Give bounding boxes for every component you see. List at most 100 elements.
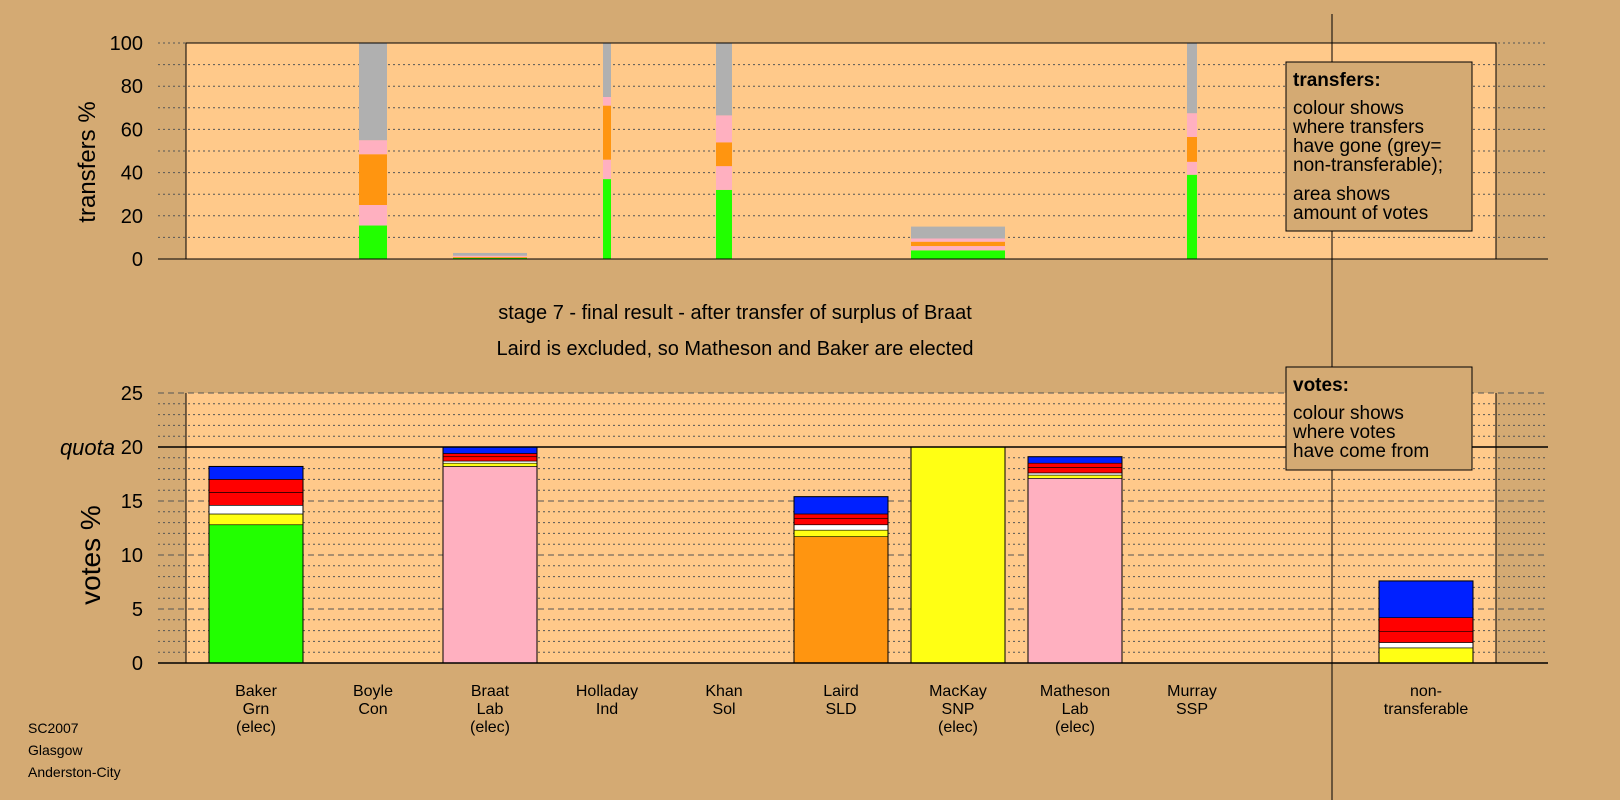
votes-bar-segment bbox=[442, 466, 538, 664]
votes-x-tick-label: SNP bbox=[942, 701, 975, 718]
transfers-bar bbox=[453, 252, 527, 259]
votes-bar-segment bbox=[1027, 478, 1123, 664]
votes-legend-line: have come from bbox=[1293, 441, 1429, 462]
votes-bar-segment bbox=[208, 466, 304, 480]
votes-x-tick-label: Sol bbox=[712, 701, 735, 718]
votes-y-axis-label: votes % bbox=[75, 505, 106, 605]
votes-bar bbox=[910, 446, 1006, 664]
votes-x-tick-label: Ind bbox=[596, 701, 618, 718]
transfers-bar-segment bbox=[603, 179, 611, 259]
votes-bar-segment bbox=[793, 524, 889, 531]
votes-bar-segment bbox=[208, 505, 304, 515]
votes-bar-segment bbox=[793, 536, 889, 664]
votes-x-tick-label: Matheson bbox=[1040, 683, 1110, 700]
transfers-bar bbox=[359, 43, 387, 259]
votes-x-tick-label: (elec) bbox=[1055, 719, 1095, 736]
transfers-y-tick-label: 40 bbox=[121, 163, 143, 185]
transfers-bar-segment bbox=[716, 115, 732, 143]
transfers-bar bbox=[911, 226, 1005, 259]
votes-bar bbox=[442, 446, 538, 664]
transfers-bar-segment bbox=[1187, 161, 1197, 175]
transfers-legend-line: area shows bbox=[1293, 184, 1390, 205]
votes-y-tick-label: 10 bbox=[121, 545, 143, 567]
votes-bar-segment bbox=[1027, 456, 1123, 464]
votes-x-tick-label: SLD bbox=[825, 701, 856, 718]
votes-bar-segment bbox=[208, 492, 304, 506]
footer-election: SC2007 bbox=[28, 720, 79, 736]
transfers-bar-segment bbox=[716, 189, 732, 259]
transfers-bar-segment bbox=[716, 142, 732, 167]
votes-legend-title: votes: bbox=[1293, 375, 1349, 396]
transfers-bar-segment bbox=[453, 257, 527, 259]
votes-bar-segment bbox=[793, 513, 889, 519]
votes-bar bbox=[1027, 456, 1123, 664]
votes-bar bbox=[208, 465, 304, 664]
votes-bar-segment bbox=[1378, 647, 1474, 664]
footer: SC2007 Glasgow Anderston-City bbox=[28, 720, 121, 780]
stage-result: Laird is excluded, so Matheson and Baker… bbox=[497, 338, 974, 360]
transfers-bar-segment bbox=[911, 250, 1005, 259]
votes-y-tick-label: 15 bbox=[121, 491, 143, 513]
votes-bar-segment bbox=[1378, 642, 1474, 649]
votes-bar-segment bbox=[442, 453, 538, 458]
stage-title: stage 7 - final result - after transfer … bbox=[498, 302, 972, 324]
transfers-bar-segment bbox=[603, 43, 611, 97]
votes-bar-segment bbox=[1378, 580, 1474, 618]
transfers-legend-line: where transfers bbox=[1292, 117, 1424, 138]
votes-bar-segment bbox=[1378, 617, 1474, 632]
votes-x-tick-label: non- bbox=[1410, 683, 1442, 700]
votes-y-tick-label: 25 bbox=[121, 383, 143, 405]
transfers-legend-box bbox=[1285, 61, 1473, 232]
votes-x-tick-label: Khan bbox=[705, 683, 742, 700]
votes-y-tick-label: 20 bbox=[121, 437, 143, 459]
votes-bar-segment bbox=[208, 524, 304, 664]
votes-x-tick-label: Laird bbox=[823, 683, 859, 700]
votes-y-tick-label: 0 bbox=[132, 653, 143, 675]
votes-x-tick-label: MacKay bbox=[929, 683, 987, 700]
transfers-bar-segment bbox=[911, 241, 1005, 247]
votes-x-tick-label: transferable bbox=[1384, 701, 1469, 718]
transfers-plot-border bbox=[185, 42, 1497, 260]
votes-bar-segment bbox=[442, 462, 538, 467]
votes-x-tick-label: Grn bbox=[243, 701, 270, 718]
votes-x-tick-label: (elec) bbox=[470, 719, 510, 736]
transfers-y-axis-label: transfers % bbox=[74, 101, 101, 222]
transfers-bar-segment bbox=[453, 257, 527, 258]
votes-bar bbox=[1378, 580, 1474, 664]
transfers-y-tick-label: 60 bbox=[121, 119, 143, 141]
transfers-bar-segment bbox=[603, 105, 611, 160]
transfers-bars bbox=[359, 43, 1197, 259]
transfers-bar-segment bbox=[603, 97, 611, 106]
transfers-legend-line: non-transferable); bbox=[1293, 155, 1443, 176]
votes-bar-segment bbox=[1027, 462, 1123, 468]
transfers-legend-title: transfers: bbox=[1293, 70, 1381, 91]
transfers-bar-segment bbox=[716, 166, 732, 190]
transfers-bar-segment bbox=[1187, 174, 1197, 259]
footer-constituency: Anderston-City bbox=[28, 764, 121, 780]
votes-bar-segment bbox=[793, 517, 889, 526]
votes-x-tick-label: (elec) bbox=[938, 719, 978, 736]
transfers-bar bbox=[603, 43, 611, 259]
votes-x-tick-label: Con bbox=[358, 701, 387, 718]
votes-bar-segment bbox=[442, 456, 538, 462]
quota-label: quota bbox=[60, 435, 115, 460]
votes-bar-segment bbox=[1027, 474, 1123, 479]
transfers-bar-segment bbox=[1187, 43, 1197, 114]
votes-bar-segment bbox=[1027, 467, 1123, 474]
votes-legend-line: colour shows bbox=[1293, 403, 1404, 424]
transfers-legend: transfers: colour shows where transfers … bbox=[1285, 61, 1473, 232]
transfers-bar-segment bbox=[1187, 113, 1197, 137]
votes-x-tick-label: SSP bbox=[1176, 701, 1208, 718]
votes-bar-segment bbox=[1027, 472, 1123, 476]
votes-bar-segment bbox=[1378, 631, 1474, 643]
transfers-bar-segment bbox=[359, 225, 387, 259]
votes-bar-segment bbox=[793, 496, 889, 515]
votes-bar-segment bbox=[208, 479, 304, 493]
transfers-legend-line: amount of votes bbox=[1293, 203, 1428, 224]
votes-bar-segment bbox=[442, 460, 538, 464]
votes-x-tick-label: (elec) bbox=[236, 719, 276, 736]
transfers-bar-segment bbox=[453, 255, 527, 258]
transfers-chart: 0 20 40 60 80 100 transfers % bbox=[74, 33, 1548, 271]
votes-bar-segment bbox=[793, 529, 889, 537]
